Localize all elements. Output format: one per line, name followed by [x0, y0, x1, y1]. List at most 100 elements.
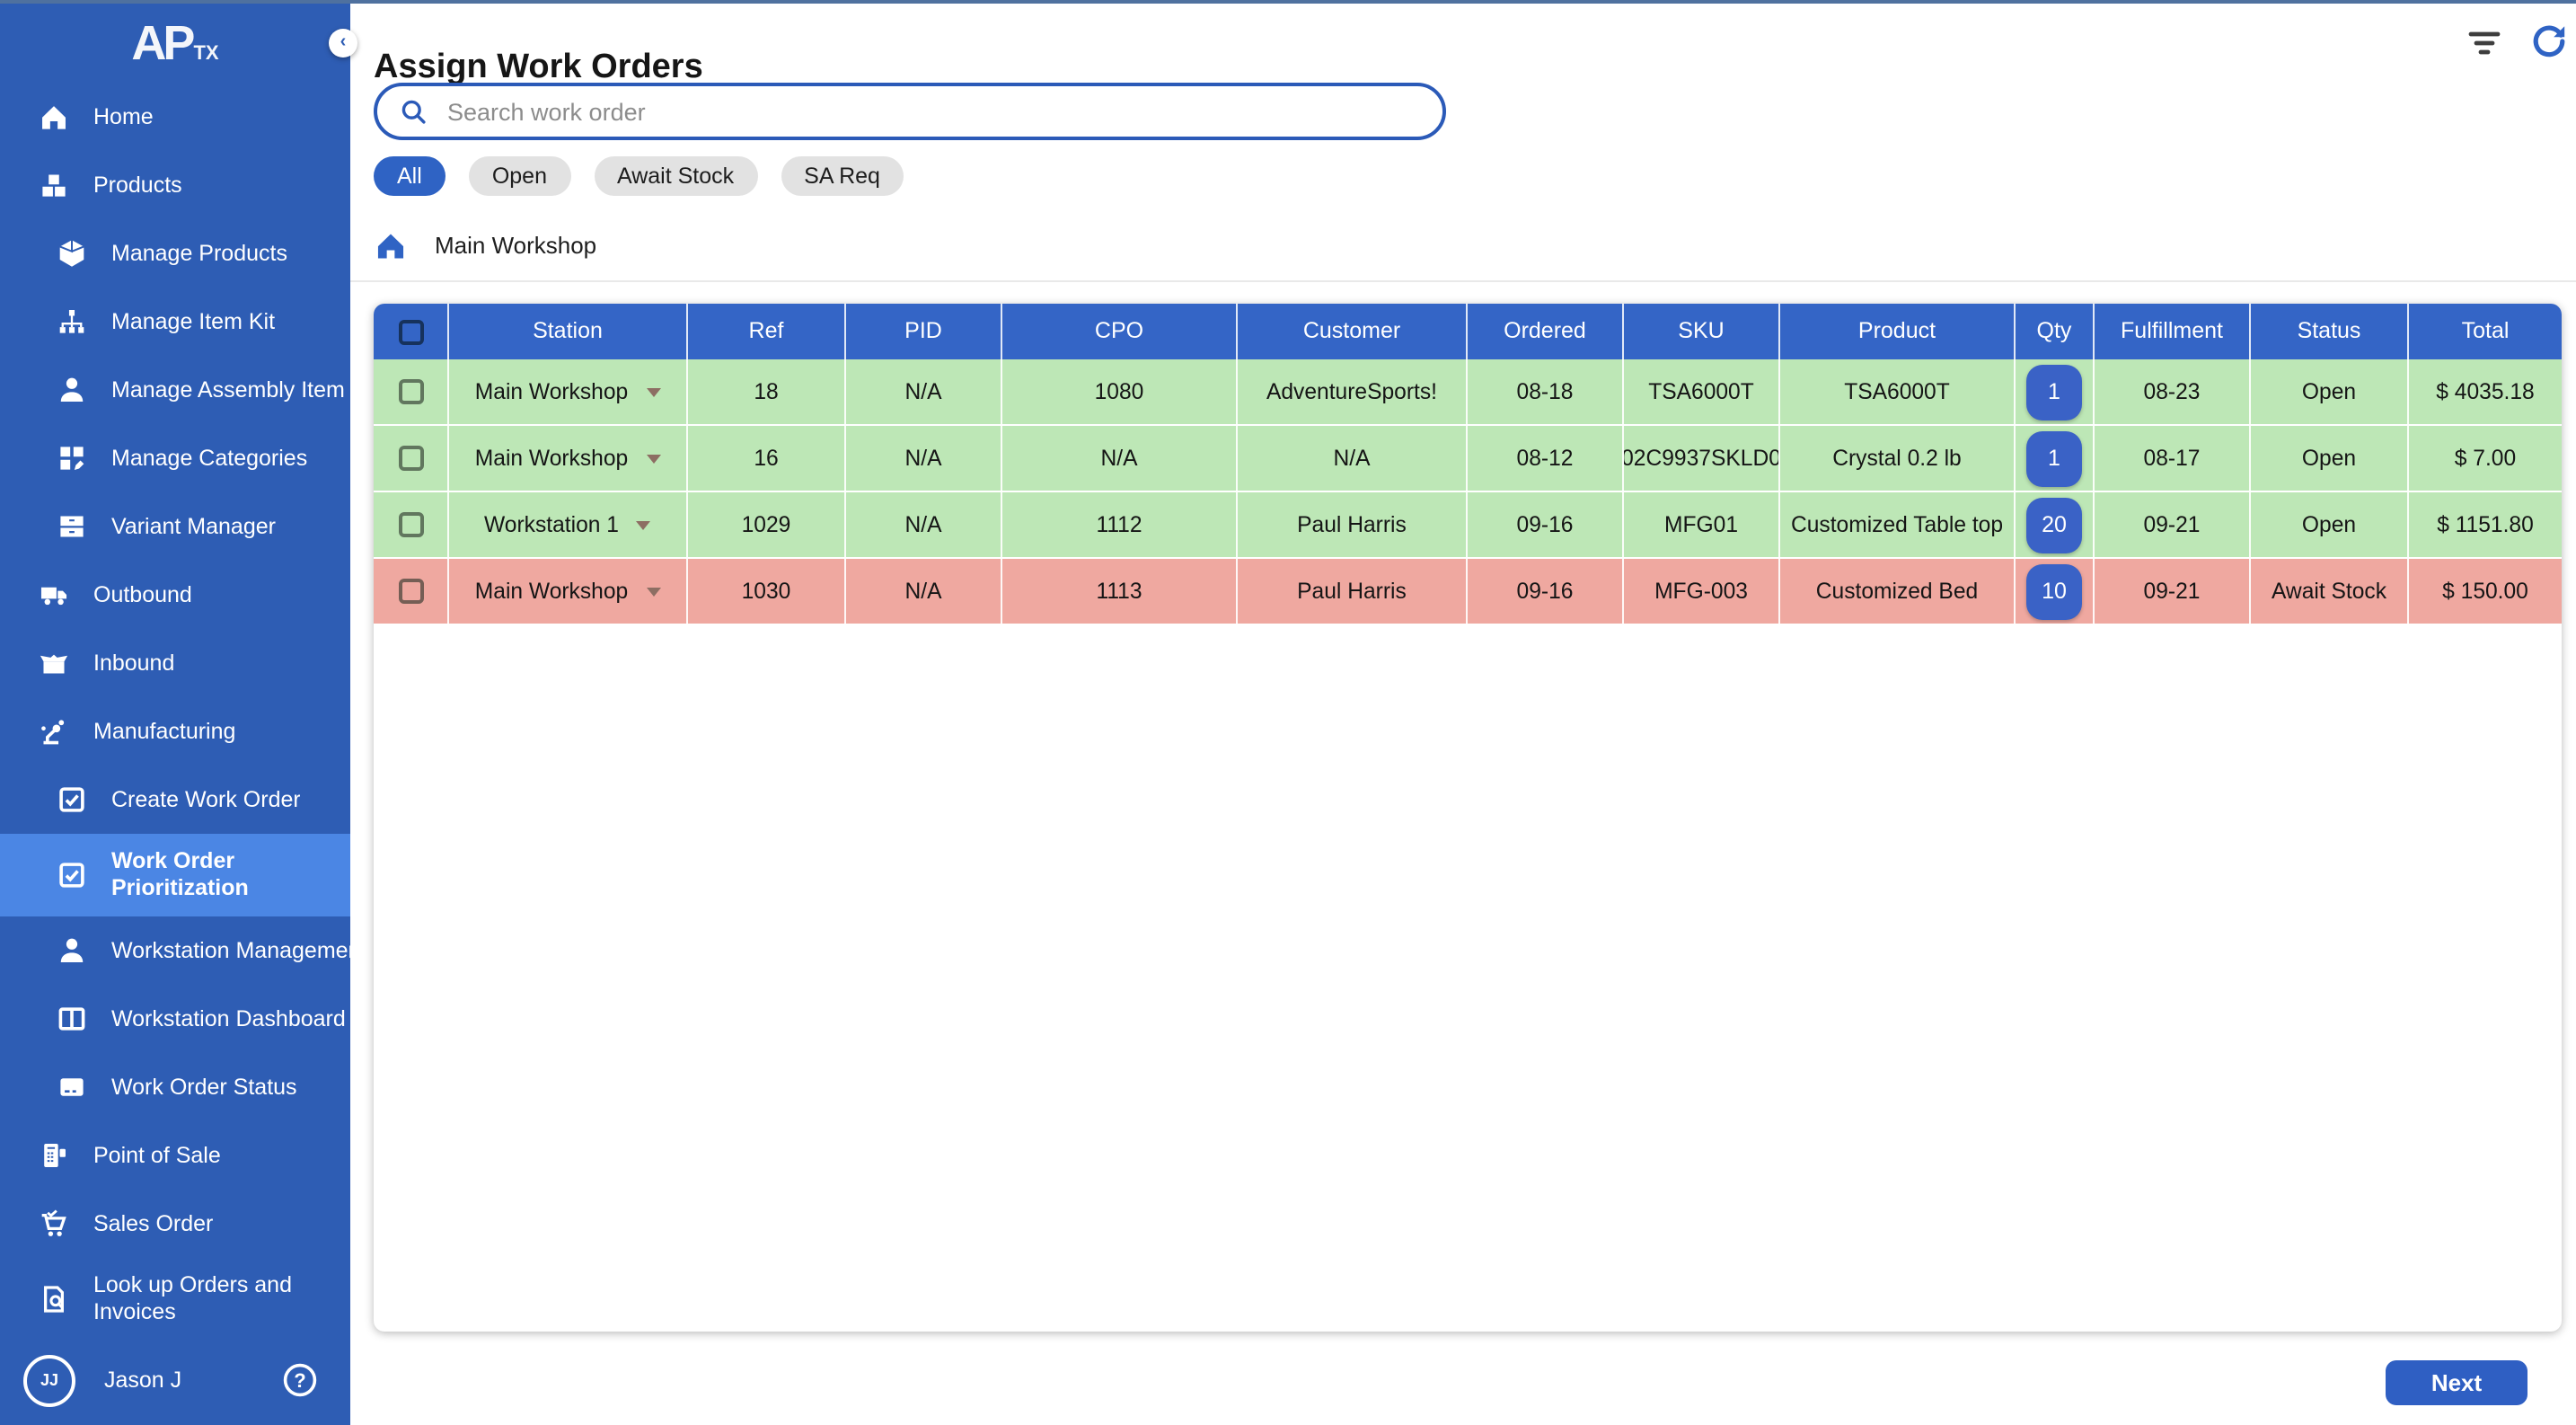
sidebar-item-label: Manage Assembly Item: [111, 376, 345, 403]
sidebar-item-workstation-management[interactable]: Workstation Management: [0, 916, 350, 985]
row-select-cell: [374, 426, 449, 491]
avatar[interactable]: JJ: [23, 1354, 75, 1406]
logo-text-sub: TX: [193, 43, 219, 65]
cell-ordered: 09-16: [1468, 559, 1624, 624]
filter-chip-open[interactable]: Open: [468, 156, 570, 196]
row-checkbox[interactable]: [398, 446, 423, 471]
table-row: Workstation 1 1029 N/A 1112 Paul Harris 09-16…: [374, 492, 2562, 559]
cell-product: TSA6000T: [1780, 359, 2016, 424]
column-header-product: Product: [1780, 304, 2016, 359]
column-header-ref: Ref: [688, 304, 846, 359]
row-checkbox[interactable]: [398, 512, 423, 537]
sidebar-item-sales-order[interactable]: Sales Order: [0, 1190, 350, 1258]
cell-ref: 1030: [688, 559, 846, 624]
sidebar-item-label: Workstation Management: [111, 937, 350, 963]
cart-icon: [38, 1208, 70, 1240]
truck-icon: [38, 579, 70, 611]
sidebar-item-label: Manage Products: [111, 240, 287, 266]
search-input[interactable]: [444, 96, 1421, 127]
sidebar-item-manage-products[interactable]: Manage Products: [0, 219, 350, 288]
cell-total: $ 1151.80: [2437, 511, 2534, 537]
column-header-status: Status: [2251, 304, 2409, 359]
sidebar-item-manage-item-kit[interactable]: Manage Item Kit: [0, 288, 350, 356]
breadcrumb[interactable]: Main Workshop: [374, 228, 596, 262]
cell-status: Open: [2251, 359, 2409, 424]
cell-cpo: 1112: [1002, 492, 1238, 557]
refresh-icon[interactable]: [2529, 22, 2569, 61]
sidebar-item-manufacturing[interactable]: Manufacturing: [0, 697, 350, 766]
cell-total: $ 150.00: [2442, 578, 2528, 604]
sidebar-item-look-up-orders-and-invoices[interactable]: Look up Orders and Invoices: [0, 1258, 350, 1341]
sidebar-item-variant-manager[interactable]: Variant Manager: [0, 492, 350, 561]
select-all-cell: [374, 304, 449, 359]
qty-button[interactable]: 1: [2026, 364, 2082, 420]
card-icon: [56, 1071, 88, 1103]
column-header-station: Station: [449, 304, 688, 359]
column-header-qty: Qty: [2016, 304, 2095, 359]
row-checkbox[interactable]: [398, 379, 423, 404]
qty-button[interactable]: 10: [2026, 563, 2082, 619]
sidebar-item-products[interactable]: Products: [0, 151, 350, 219]
station-select[interactable]: Main Workshop: [449, 559, 688, 624]
sidebar-item-create-work-order[interactable]: Create Work Order: [0, 766, 350, 834]
table-body: Main Workshop 18 N/A 1080 AdventureSports! 08…: [374, 359, 2562, 625]
sidebar-item-home[interactable]: Home: [0, 83, 350, 151]
cell-ordered: 08-18: [1468, 359, 1624, 424]
sidebar-item-manage-categories[interactable]: Manage Categories: [0, 424, 350, 492]
filter-chip-await-stock[interactable]: Await Stock: [594, 156, 758, 196]
sidebar-item-label: Work Order Status: [111, 1074, 297, 1100]
qty-button[interactable]: 20: [2026, 497, 2082, 553]
station-label: Workstation 1: [484, 511, 619, 537]
next-button[interactable]: Next: [2386, 1360, 2527, 1405]
station-select[interactable]: Main Workshop: [449, 359, 688, 424]
home-icon: [377, 234, 404, 259]
sidebar-item-point-of-sale[interactable]: Point of Sale: [0, 1121, 350, 1190]
sidebar-item-manage-assembly-item[interactable]: Manage Assembly Item: [0, 356, 350, 424]
sidebar-item-outbound[interactable]: Outbound: [0, 561, 350, 629]
cell-product: Customized Bed: [1780, 559, 2016, 624]
cell-customer: Paul Harris: [1238, 492, 1468, 557]
filter-chip-sa-req[interactable]: SA Req: [781, 156, 904, 196]
sidebar-item-inbound[interactable]: Inbound: [0, 629, 350, 697]
filter-icon[interactable]: [2465, 23, 2504, 63]
table-row: Main Workshop 18 N/A 1080 AdventureSports! 08…: [374, 359, 2562, 426]
station-label: Main Workshop: [474, 378, 629, 404]
help-icon[interactable]: ?: [282, 1362, 318, 1398]
cell-qty: 1: [2016, 359, 2095, 424]
station-label: Main Workshop: [474, 578, 629, 604]
sidebar-item-label: Look up Orders and Invoices: [93, 1272, 292, 1325]
cell-cpo: 1080: [1002, 359, 1238, 424]
sidebar-item-work-order-status[interactable]: Work Order Status: [0, 1053, 350, 1121]
row-checkbox[interactable]: [398, 579, 423, 604]
sidebar: AP TX Home Products Manage Products Manage …: [0, 0, 350, 1425]
document-search-icon: [38, 1283, 70, 1315]
sidebar-item-label: Home: [93, 103, 154, 129]
cell-pid: N/A: [846, 426, 1002, 491]
sidebar-item-work-order-prioritization[interactable]: Work Order Prioritization: [0, 834, 350, 916]
cell-total: $ 7.00: [2454, 445, 2517, 471]
station-select[interactable]: Main Workshop: [449, 426, 688, 491]
sidebar-item-label: Manage Categories: [111, 445, 308, 471]
station-label: Main Workshop: [474, 445, 629, 471]
cube-icon: [56, 237, 88, 270]
cell-sku: TSA6000T: [1624, 359, 1780, 424]
cell-qty: 20: [2016, 492, 2095, 557]
select-all-checkbox[interactable]: [398, 319, 423, 344]
columns-icon: [56, 1003, 88, 1035]
sidebar-item-workstation-dashboard[interactable]: Workstation Dashboard: [0, 985, 350, 1053]
cell-ordered: 08-12: [1468, 426, 1624, 491]
sidebar-collapse-button[interactable]: ‹: [329, 29, 357, 58]
drawer-icon: [56, 510, 88, 543]
column-header-ordered: Ordered: [1468, 304, 1624, 359]
row-select-cell: [374, 559, 449, 624]
search-bar: [374, 83, 1446, 140]
station-select[interactable]: Workstation 1: [449, 492, 688, 557]
filter-chip-all[interactable]: All: [374, 156, 446, 196]
user-bar: JJ Jason J ?: [0, 1342, 350, 1418]
cell-ordered: 09-16: [1468, 492, 1624, 557]
breadcrumb-label: Main Workshop: [435, 232, 597, 259]
cell-qty: 1: [2016, 426, 2095, 491]
row-select-cell: [374, 492, 449, 557]
qty-button[interactable]: 1: [2026, 430, 2082, 486]
